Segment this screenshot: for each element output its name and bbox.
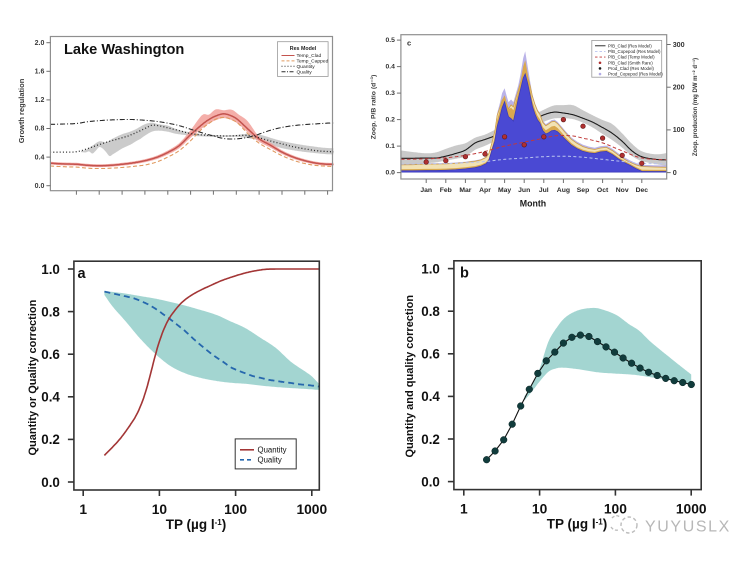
svg-text:1000: 1000: [676, 502, 707, 517]
svg-text:P/B_Copepod (Res Model): P/B_Copepod (Res Model): [608, 49, 661, 54]
svg-text:0.1: 0.1: [385, 143, 395, 150]
svg-text:TP (µg l-1): TP (µg l-1): [166, 517, 226, 532]
svg-text:Zoop. production (mg DW m⁻² d⁻: Zoop. production (mg DW m⁻² d⁻¹): [692, 58, 699, 156]
svg-text:P/B_Clad (Temp Model): P/B_Clad (Temp Model): [608, 55, 655, 60]
svg-text:b: b: [460, 266, 469, 282]
svg-text:Sep: Sep: [577, 187, 589, 194]
svg-text:1.2: 1.2: [35, 97, 45, 104]
svg-text:Quality: Quality: [297, 69, 313, 75]
svg-text:200: 200: [673, 83, 685, 92]
svg-text:a: a: [78, 266, 87, 282]
svg-text:1: 1: [460, 502, 468, 517]
svg-text:0.6: 0.6: [421, 347, 440, 362]
svg-text:Nov: Nov: [616, 187, 629, 194]
svg-text:Aug: Aug: [557, 187, 570, 194]
svg-text:0.3: 0.3: [385, 90, 395, 97]
svg-text:1000: 1000: [296, 502, 327, 517]
svg-text:Zoop. P/B ratio (d⁻¹): Zoop. P/B ratio (d⁻¹): [371, 75, 378, 140]
svg-text:100: 100: [224, 502, 247, 517]
svg-text:Jul: Jul: [539, 187, 549, 194]
svg-text:Res Model: Res Model: [290, 46, 317, 52]
svg-text:1.0: 1.0: [41, 262, 60, 277]
svg-text:0.0: 0.0: [385, 170, 395, 177]
svg-text:0.6: 0.6: [41, 347, 60, 362]
svg-text:0.4: 0.4: [35, 154, 45, 161]
svg-text:1: 1: [79, 502, 87, 517]
svg-text:10: 10: [152, 502, 168, 517]
svg-text:10: 10: [532, 502, 548, 517]
svg-text:Dec: Dec: [636, 187, 649, 194]
svg-text:Apr: Apr: [479, 187, 491, 194]
svg-text:Lake Washington: Lake Washington: [64, 42, 184, 58]
svg-text:Temp_Capped: Temp_Capped: [297, 59, 329, 65]
svg-text:Feb: Feb: [440, 187, 452, 194]
svg-text:May: May: [498, 187, 511, 194]
svg-text:0.8: 0.8: [35, 126, 45, 133]
svg-text:0.0: 0.0: [41, 475, 60, 490]
svg-text:0.8: 0.8: [421, 304, 440, 319]
svg-text:100: 100: [604, 502, 627, 517]
svg-text:Jun: Jun: [518, 187, 530, 194]
svg-text:1.0: 1.0: [421, 261, 440, 276]
svg-text:0.4: 0.4: [421, 389, 440, 404]
svg-text:Prod_Clad (Res Model): Prod_Clad (Res Model): [608, 66, 654, 71]
svg-text:0.2: 0.2: [421, 432, 440, 447]
svg-text:2.0: 2.0: [35, 40, 45, 47]
svg-text:0.2: 0.2: [385, 117, 395, 124]
svg-text:Growth regulation: Growth regulation: [17, 78, 26, 143]
svg-text:100: 100: [673, 125, 685, 134]
svg-text:Month: Month: [520, 199, 546, 209]
svg-text:0.0: 0.0: [35, 183, 45, 190]
svg-text:c: c: [407, 39, 411, 48]
svg-text:Mar: Mar: [459, 187, 471, 194]
svg-text:YUYUSLX: YUYUSLX: [645, 519, 731, 536]
svg-text:1.6: 1.6: [35, 69, 45, 76]
svg-text:Temp_Clad: Temp_Clad: [297, 53, 322, 59]
svg-text:0.5: 0.5: [385, 37, 395, 44]
svg-text:300: 300: [673, 40, 685, 49]
svg-text:0.8: 0.8: [41, 304, 60, 319]
svg-text:Jan: Jan: [420, 187, 432, 194]
svg-text:Quantity or Quality correction: Quantity or Quality correction: [27, 299, 39, 455]
svg-text:Quantity: Quantity: [258, 446, 287, 455]
svg-text:0.2: 0.2: [41, 432, 60, 447]
svg-text:P/B_Clad (Smith Rare): P/B_Clad (Smith Rare): [608, 60, 653, 65]
svg-text:Oct: Oct: [597, 187, 609, 194]
svg-text:TP (µg l-1): TP (µg l-1): [547, 517, 607, 532]
svg-text:Quantity and quality correctio: Quantity and quality correction: [404, 295, 416, 458]
svg-text:0: 0: [673, 168, 677, 177]
svg-text:P/B_Clad (Res Model): P/B_Clad (Res Model): [608, 43, 652, 48]
svg-text:0.4: 0.4: [41, 390, 60, 405]
svg-text:0.4: 0.4: [385, 64, 395, 71]
svg-text:Quality: Quality: [258, 456, 282, 465]
svg-text:Quantity: Quantity: [297, 64, 316, 70]
svg-text:0.0: 0.0: [421, 474, 440, 489]
svg-text:Prod_Copepod (Res Model): Prod_Copepod (Res Model): [608, 72, 663, 77]
